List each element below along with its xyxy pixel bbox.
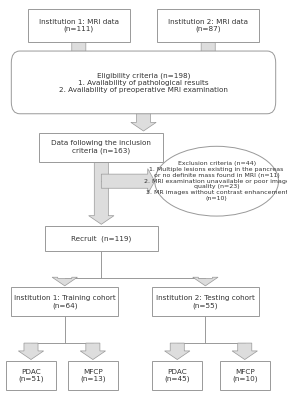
Text: MFCP
(n=13): MFCP (n=13) bbox=[80, 369, 106, 382]
FancyArrow shape bbox=[18, 343, 44, 360]
FancyBboxPatch shape bbox=[68, 361, 118, 390]
Text: Data following the inclusion
criteria (n=163): Data following the inclusion criteria (n… bbox=[51, 140, 151, 154]
FancyBboxPatch shape bbox=[39, 132, 164, 162]
FancyArrow shape bbox=[80, 343, 106, 360]
Text: PDAC
(n=45): PDAC (n=45) bbox=[164, 369, 190, 382]
Text: PDAC
(n=51): PDAC (n=51) bbox=[18, 369, 44, 382]
FancyBboxPatch shape bbox=[6, 361, 56, 390]
Text: Institution 1: Training cohort
(n=64): Institution 1: Training cohort (n=64) bbox=[14, 295, 116, 309]
Text: Institution 2: Testing cohort
(n=55): Institution 2: Testing cohort (n=55) bbox=[156, 295, 255, 309]
FancyArrow shape bbox=[89, 161, 114, 224]
Text: Exclusion criteria (n=44)
1. Multiple lesions existing in the pancreas
or no def: Exclusion criteria (n=44) 1. Multiple le… bbox=[144, 161, 287, 201]
Ellipse shape bbox=[155, 146, 278, 216]
FancyArrow shape bbox=[164, 343, 190, 360]
FancyBboxPatch shape bbox=[28, 9, 130, 42]
Text: Recruit  (n=119): Recruit (n=119) bbox=[71, 235, 131, 242]
Text: MFCP
(n=10): MFCP (n=10) bbox=[232, 369, 257, 382]
FancyBboxPatch shape bbox=[11, 51, 276, 114]
FancyArrow shape bbox=[52, 277, 77, 286]
FancyArrow shape bbox=[195, 42, 221, 61]
FancyBboxPatch shape bbox=[220, 361, 270, 390]
FancyArrow shape bbox=[101, 169, 155, 194]
Text: Institution 2: MRI data
(n=87): Institution 2: MRI data (n=87) bbox=[168, 19, 248, 32]
FancyBboxPatch shape bbox=[45, 226, 158, 251]
FancyBboxPatch shape bbox=[152, 288, 259, 316]
FancyArrow shape bbox=[131, 102, 156, 131]
Text: Institution 1: MRI data
(n=111): Institution 1: MRI data (n=111) bbox=[39, 19, 119, 32]
Text: Eligibility criteria (n=198)
1. Availability of pathological results
2. Availabi: Eligibility criteria (n=198) 1. Availabi… bbox=[59, 72, 228, 93]
FancyBboxPatch shape bbox=[152, 361, 202, 390]
FancyArrow shape bbox=[232, 343, 257, 360]
FancyArrow shape bbox=[193, 277, 218, 286]
FancyBboxPatch shape bbox=[157, 9, 259, 42]
FancyArrow shape bbox=[66, 42, 92, 61]
FancyBboxPatch shape bbox=[11, 288, 119, 316]
